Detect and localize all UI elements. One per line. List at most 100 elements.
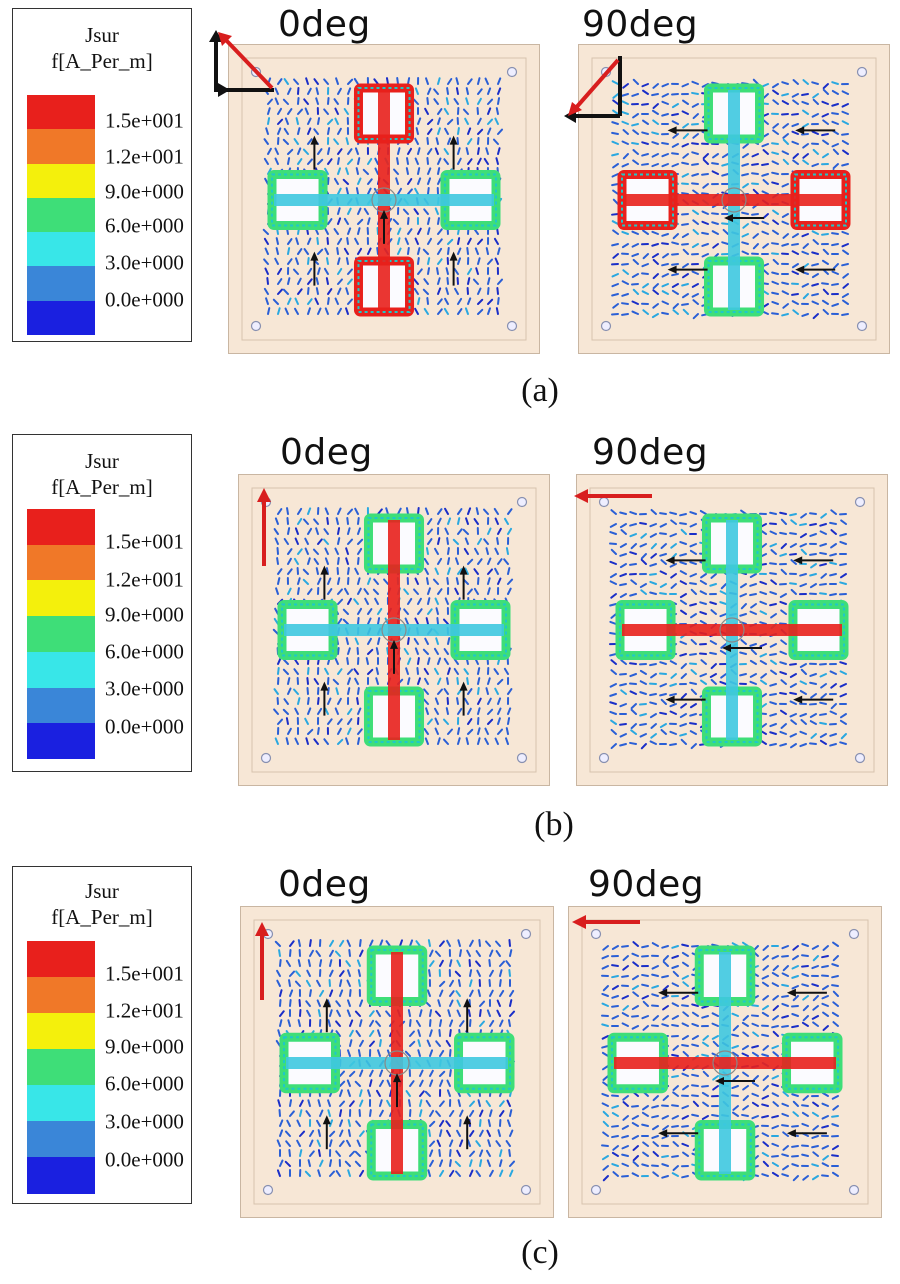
screw-hole-icon	[520, 1184, 532, 1196]
color-bar-segment	[27, 95, 95, 130]
legend-tick: 1.5e+001	[105, 108, 184, 133]
color-bar-segment	[27, 580, 95, 617]
screw-hole-icon	[854, 752, 866, 764]
screw-hole-icon	[856, 66, 868, 78]
current-map-panel	[240, 906, 554, 1218]
cross-slot-resonator	[277, 513, 511, 747]
color-bar	[27, 95, 95, 336]
angle-label-90deg: 90deg	[588, 864, 705, 905]
legend-tick: 9.0e+000	[105, 179, 184, 204]
legend-title-line2: f[A_Per_m]	[51, 905, 153, 929]
screw-hole-icon	[506, 66, 518, 78]
screw-hole-icon	[250, 320, 262, 332]
current-map-panel	[238, 474, 550, 786]
surface-current-map	[568, 906, 882, 1218]
color-bar-segment	[27, 1121, 95, 1158]
legend-tick: 1.2e+001	[105, 567, 184, 592]
color-bar-segment	[27, 544, 95, 581]
current-map-panel	[568, 906, 882, 1218]
screw-hole-icon	[506, 320, 518, 332]
polarization-arrow-icon	[255, 922, 269, 1000]
current-direction-arrows	[667, 126, 836, 274]
screw-hole-icon	[854, 496, 866, 508]
legend-title-line1: Jsur	[85, 23, 119, 47]
screw-hole-icon	[590, 928, 602, 940]
legend-tick: 3.0e+000	[105, 250, 184, 275]
color-bar-segment	[27, 723, 95, 760]
legend-tick: 1.5e+001	[105, 961, 184, 986]
color-bar-segment	[27, 300, 95, 336]
screw-hole-icon	[848, 1184, 860, 1196]
legend-c: Jsur f[A_Per_m] 1.5e+001 1.2e+001 9.0e+0…	[12, 866, 192, 1204]
cross-slot-resonator	[607, 945, 843, 1181]
cross-slot-resonator	[615, 513, 849, 747]
screw-hole-icon	[516, 752, 528, 764]
cross-slot-resonator	[279, 945, 515, 1181]
legend-tick: 3.0e+000	[105, 676, 184, 701]
polarization-arrow-icon	[257, 488, 271, 566]
angle-label-90deg: 90deg	[582, 4, 699, 45]
current-map-panel	[228, 44, 540, 354]
surface-current-map	[576, 474, 888, 786]
color-bar-segment	[27, 509, 95, 546]
color-bar-segment	[27, 1085, 95, 1122]
screw-hole-icon	[600, 320, 612, 332]
surface-current-map	[240, 906, 554, 1218]
legend-tick: 9.0e+000	[105, 1034, 184, 1059]
legend-tick: 3.0e+000	[105, 1109, 184, 1134]
current-map-panel	[578, 44, 890, 354]
color-bar-segment	[27, 941, 95, 978]
color-bar-segment	[27, 129, 95, 165]
color-bar-segment	[27, 1157, 95, 1194]
color-bar-segment	[27, 977, 95, 1014]
current-direction-arrows	[658, 988, 827, 1138]
surface-current-map	[238, 474, 550, 786]
screw-hole-icon	[260, 752, 272, 764]
subfigure-caption: (c)	[521, 1234, 559, 1271]
surface-current-map	[228, 44, 540, 354]
legend-tick: 1.2e+001	[105, 144, 184, 169]
legend-a: Jsur f[A_Per_m] 1.5e+001 1.2e+001 9.0e+0…	[12, 8, 192, 342]
legend-tick: 0.0e+000	[105, 714, 184, 739]
color-bar	[27, 941, 95, 1194]
current-direction-arrows	[322, 998, 472, 1150]
color-bar-segment	[27, 616, 95, 653]
screw-hole-icon	[848, 928, 860, 940]
polarization-arrow-icon	[564, 56, 622, 123]
legend-tick: 6.0e+000	[105, 639, 184, 664]
legend-title-line1: Jsur	[85, 449, 119, 473]
screw-hole-icon	[520, 928, 532, 940]
subfigure-caption: (b)	[534, 806, 574, 843]
screw-hole-icon	[590, 1184, 602, 1196]
screw-hole-icon	[516, 496, 528, 508]
legend-tick: 0.0e+000	[105, 287, 184, 312]
screw-hole-icon	[856, 320, 868, 332]
surface-current-map	[578, 44, 890, 354]
angle-label-0deg: 0deg	[278, 4, 371, 45]
legend-b: Jsur f[A_Per_m] 1.5e+001 1.2e+001 9.0e+0…	[12, 434, 192, 772]
current-direction-arrows	[320, 565, 468, 716]
legend-title-line2: f[A_Per_m]	[51, 475, 153, 499]
legend-tick: 9.0e+000	[105, 602, 184, 627]
legend-tick: 1.2e+001	[105, 998, 184, 1023]
screw-hole-icon	[262, 1184, 274, 1196]
current-direction-arrows	[310, 135, 458, 286]
cross-slot-resonator	[267, 83, 501, 317]
color-bar-segment	[27, 232, 95, 267]
legend-tick: 1.5e+001	[105, 529, 184, 554]
angle-label-0deg: 0deg	[278, 864, 371, 905]
legend-tick: 0.0e+000	[105, 1147, 184, 1172]
color-bar-segment	[27, 1013, 95, 1050]
polarization-arrow-icon	[572, 915, 640, 929]
legend-title-line2: f[A_Per_m]	[51, 49, 153, 73]
cross-slot-resonator	[617, 83, 851, 317]
current-map-panel	[576, 474, 888, 786]
color-bar-segment	[27, 197, 95, 233]
polarization-arrow-icon	[209, 30, 274, 97]
screw-hole-icon	[598, 752, 610, 764]
subfigure-caption: (a)	[521, 372, 559, 409]
legend-tick: 6.0e+000	[105, 1071, 184, 1096]
color-bar-segment	[27, 687, 95, 724]
color-bar-segment	[27, 651, 95, 689]
color-bar-segment	[27, 163, 95, 199]
